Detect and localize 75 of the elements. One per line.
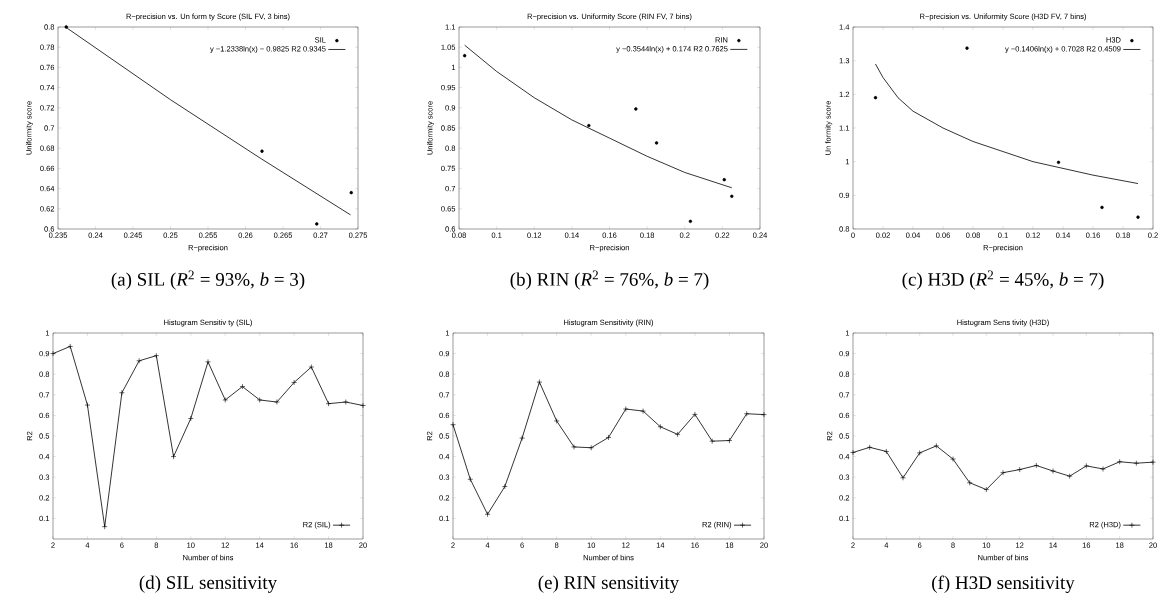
point: [709, 438, 715, 444]
point: [640, 408, 646, 414]
point: [634, 107, 638, 111]
point: [170, 453, 177, 460]
point: [536, 379, 543, 385]
point: [502, 483, 508, 490]
point: [1066, 473, 1073, 479]
point: [688, 219, 693, 224]
point: [900, 475, 906, 481]
point: [342, 399, 349, 405]
point: [722, 178, 726, 182]
text: (e) RIN sensitivity: [538, 575, 680, 593]
point: [136, 358, 142, 364]
point: [119, 389, 125, 396]
point: [187, 415, 194, 422]
text: (d) SIL sensitivity: [139, 575, 278, 593]
point: [1136, 215, 1140, 219]
point: [256, 397, 263, 403]
point: [467, 476, 474, 483]
point: [933, 443, 940, 449]
point: [260, 149, 264, 153]
point: [315, 222, 319, 226]
point: [291, 379, 297, 386]
point: [1100, 205, 1104, 210]
point: [308, 364, 315, 370]
point: [1050, 468, 1056, 474]
point: [730, 194, 734, 198]
point: [239, 383, 246, 390]
point: [349, 190, 353, 195]
point: [622, 406, 629, 412]
line-series: [464, 44, 733, 189]
point: [205, 359, 211, 365]
point: [983, 486, 990, 493]
point: [67, 343, 74, 350]
point: [873, 96, 878, 100]
point: [101, 523, 108, 530]
point: [743, 410, 750, 417]
point: [1033, 462, 1040, 469]
point: [222, 397, 229, 403]
point: [883, 448, 890, 455]
point: [866, 444, 873, 451]
point: [966, 479, 973, 486]
point: [64, 25, 68, 29]
point: [274, 399, 280, 405]
point: [462, 53, 467, 58]
point: [325, 400, 332, 407]
point: [484, 511, 491, 518]
point: [1116, 458, 1123, 465]
point: [1000, 469, 1006, 476]
point: [1016, 466, 1023, 473]
point: [916, 450, 923, 456]
point: [553, 418, 560, 424]
point: [692, 411, 698, 418]
point: [654, 141, 659, 145]
point: [1083, 463, 1090, 469]
point: [587, 123, 591, 128]
point: [726, 437, 733, 444]
text: (c) H3D (R$^{2}$ = 45%, b = 7): [902, 270, 1104, 290]
line-series: [875, 63, 1139, 184]
point: [674, 431, 681, 438]
point: [571, 444, 577, 450]
point: [950, 456, 956, 462]
point: [153, 352, 160, 359]
text: (f) H3D sensitivity: [932, 575, 1075, 594]
point: [965, 46, 969, 50]
point: [1133, 460, 1140, 466]
point: [1056, 160, 1061, 165]
text: (a) SIL (R$^{2}$ = 93%, b = 3): [111, 270, 305, 290]
point: [588, 444, 595, 451]
point: [605, 434, 612, 441]
point: [84, 402, 91, 408]
point: [657, 423, 664, 430]
point: [519, 435, 525, 441]
point: [1100, 466, 1106, 472]
text: (b) RIN (R$^{2}$ = 76%, b = 7): [510, 270, 709, 290]
